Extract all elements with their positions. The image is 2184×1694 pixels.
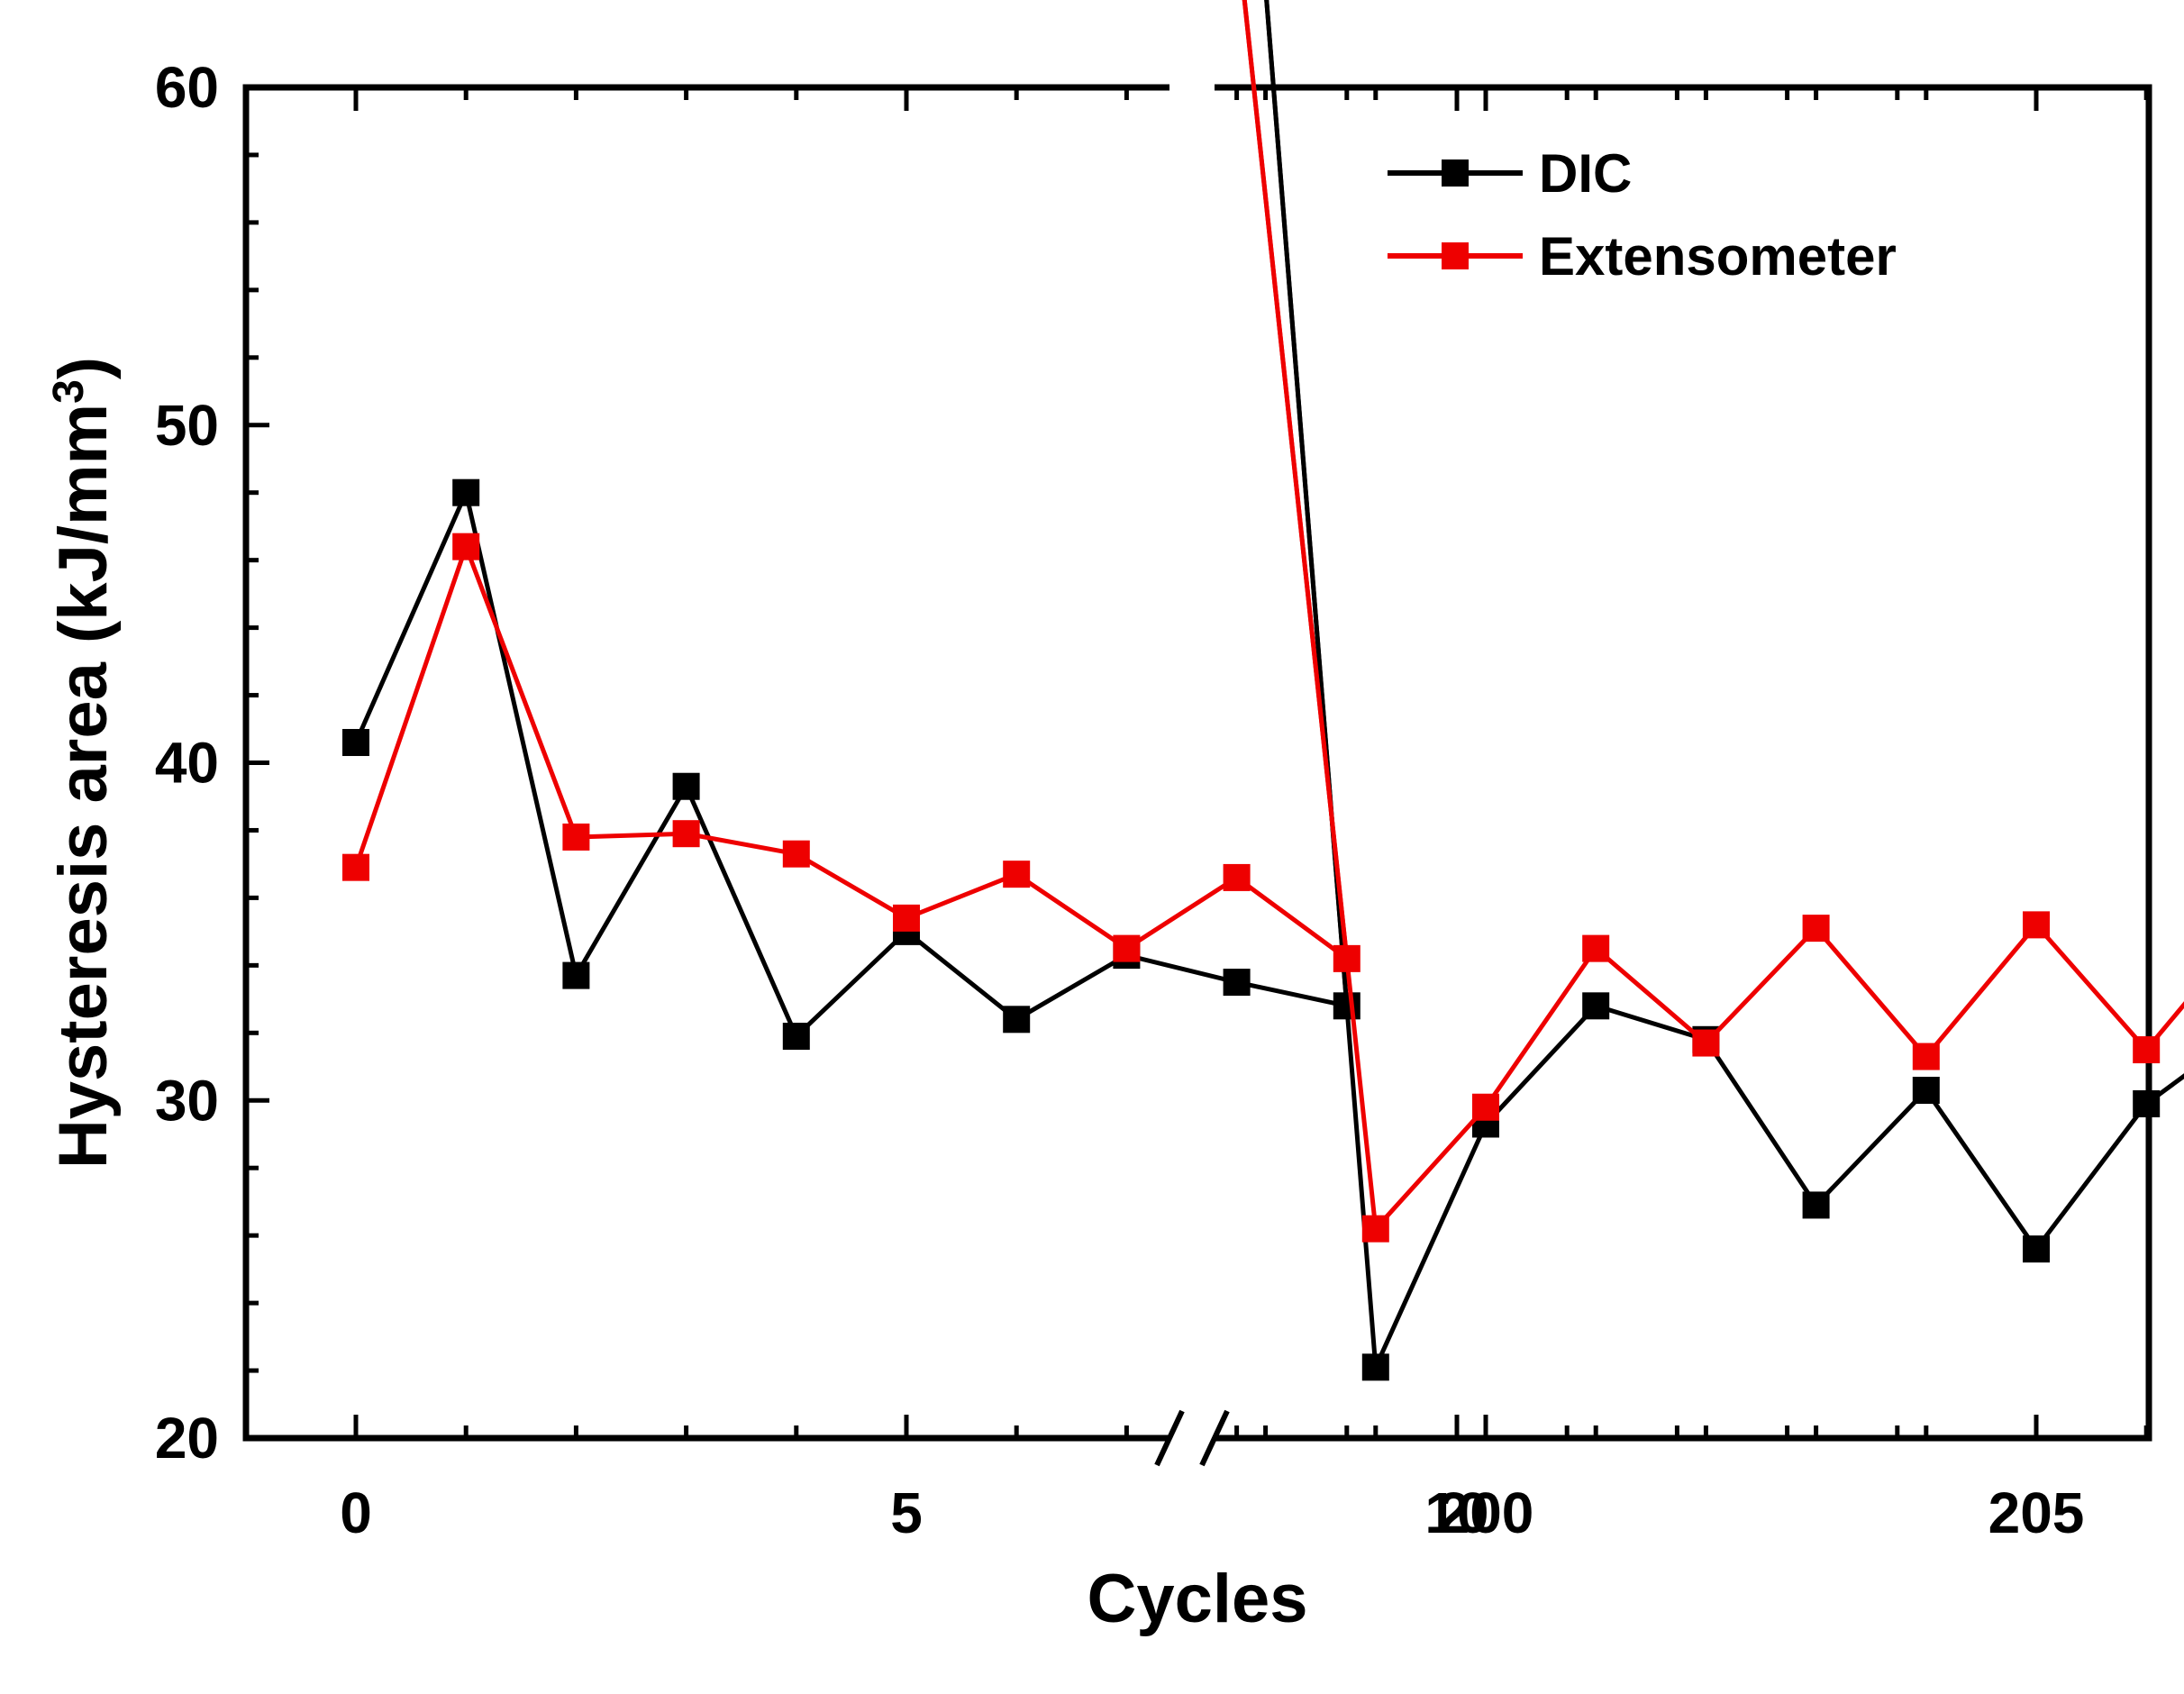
series-line-segment (1704, 1038, 1818, 1207)
data-point (1692, 1029, 1720, 1057)
legend-marker (1442, 159, 1469, 187)
x-tick-label: 200 (1438, 1480, 1534, 1545)
x-axis-title: Cycles (1087, 1561, 1307, 1637)
series-line-segment (1704, 926, 1818, 1045)
data-point (672, 820, 700, 848)
x-tick-label: 10 (1424, 1480, 1488, 1545)
series-line-segment (1125, 952, 1238, 985)
data-point (342, 853, 369, 881)
legend-item-extensometer: Extensometer (1388, 226, 1897, 287)
series-line-segment (1235, 875, 1349, 961)
series-line-segment (1924, 923, 2038, 1059)
series-line-segment (1373, 1123, 1488, 1369)
data-point (672, 772, 700, 800)
data-point (2023, 911, 2050, 939)
data-point (1333, 944, 1360, 972)
data-point (1582, 934, 1610, 962)
series-line-segment (1015, 872, 1128, 951)
legend: DIC Extensometer (1388, 143, 1897, 287)
legend-item-dic: DIC (1388, 143, 1632, 204)
data-point (562, 823, 590, 851)
series-extensometer (342, 0, 2184, 1243)
data-point (1582, 992, 1610, 1020)
data-point (2023, 1235, 2050, 1263)
y-tick-label: 50 (155, 393, 219, 458)
x-tick-label: 0 (340, 1480, 372, 1545)
data-point (562, 961, 590, 989)
data-point (1912, 1077, 1940, 1105)
data-point (2133, 1089, 2161, 1117)
data-point (342, 729, 369, 757)
series-line-segment (463, 545, 578, 838)
series-line-segment (1236, 979, 1348, 1008)
x-tick-label: 5 (890, 1480, 923, 1545)
series-line-segment (1242, 0, 1379, 1229)
data-point (1003, 861, 1031, 888)
data-point (1223, 863, 1251, 891)
series-line-segment (1483, 947, 1598, 1109)
data-point (2133, 1036, 2161, 1064)
y-tick-label: 40 (155, 731, 219, 796)
series-line-segment (2034, 1102, 2149, 1251)
series-line-segment (1594, 946, 1708, 1045)
data-point (1912, 1043, 1940, 1070)
series-line-segment (686, 831, 797, 857)
data-point (1802, 1191, 1830, 1219)
series-line-segment (1264, 0, 1350, 1006)
data-point (1802, 915, 1830, 943)
series-line-segment (1814, 1088, 1928, 1207)
axis-labels: 20304050600510200205210CyclesHysteresis … (45, 55, 2085, 1637)
series-line-segment (905, 929, 1018, 1022)
data-point (1003, 1006, 1031, 1034)
y-axis-title: Hysteresis area (kJ/mm3) (45, 357, 123, 1169)
series-line-segment (1264, 0, 1379, 1368)
axis-break-mark (1199, 1409, 1230, 1467)
series-line-segment (684, 785, 799, 1038)
data-point (893, 904, 920, 932)
series-line-segment (2144, 1073, 2184, 1107)
series-line-segment (1015, 952, 1128, 1022)
series-line-segment (1595, 1003, 1707, 1043)
series-line-segment (574, 785, 688, 977)
legend-marker (1442, 242, 1469, 269)
legend-label: Extensometer (1539, 226, 1897, 287)
data-point (1223, 969, 1251, 997)
x-tick-label: 205 (1988, 1480, 2085, 1545)
data-point (1333, 992, 1360, 1020)
series-line-segment (905, 871, 1018, 921)
data-point (1361, 1353, 1389, 1381)
series-line-segment (1814, 926, 1928, 1059)
series-line-segment (795, 852, 908, 921)
series-line-segment (1242, 0, 1350, 960)
data-point (452, 533, 480, 560)
series-line-segment (576, 831, 687, 840)
y-tick-label: 60 (155, 55, 219, 120)
data-point (452, 478, 480, 506)
data-point (782, 840, 810, 868)
series-line-segment (463, 492, 578, 977)
data-point (1361, 1215, 1389, 1243)
series-layer (342, 0, 2184, 1381)
series-line-segment (2144, 1001, 2184, 1052)
y-tick-label: 20 (155, 1406, 219, 1471)
series-line-segment (1125, 875, 1238, 951)
y-tick-label: 30 (155, 1068, 219, 1133)
series-line-segment (353, 545, 469, 869)
axis-break-mark (1154, 1409, 1185, 1467)
series-line-segment (795, 930, 908, 1038)
series-line-segment (2034, 923, 2149, 1052)
data-point (1113, 934, 1141, 962)
series-line-segment (1924, 1088, 2039, 1251)
series-line-segment (1484, 1004, 1598, 1126)
series-dic (342, 0, 2184, 1381)
series-line-segment (1373, 1106, 1488, 1231)
axis-ticks (243, 85, 2149, 1441)
plot-frame (242, 84, 2152, 1467)
data-point (782, 1023, 810, 1051)
series-line-segment (353, 491, 469, 744)
data-point (1472, 1093, 1499, 1121)
legend-label: DIC (1539, 143, 1632, 204)
